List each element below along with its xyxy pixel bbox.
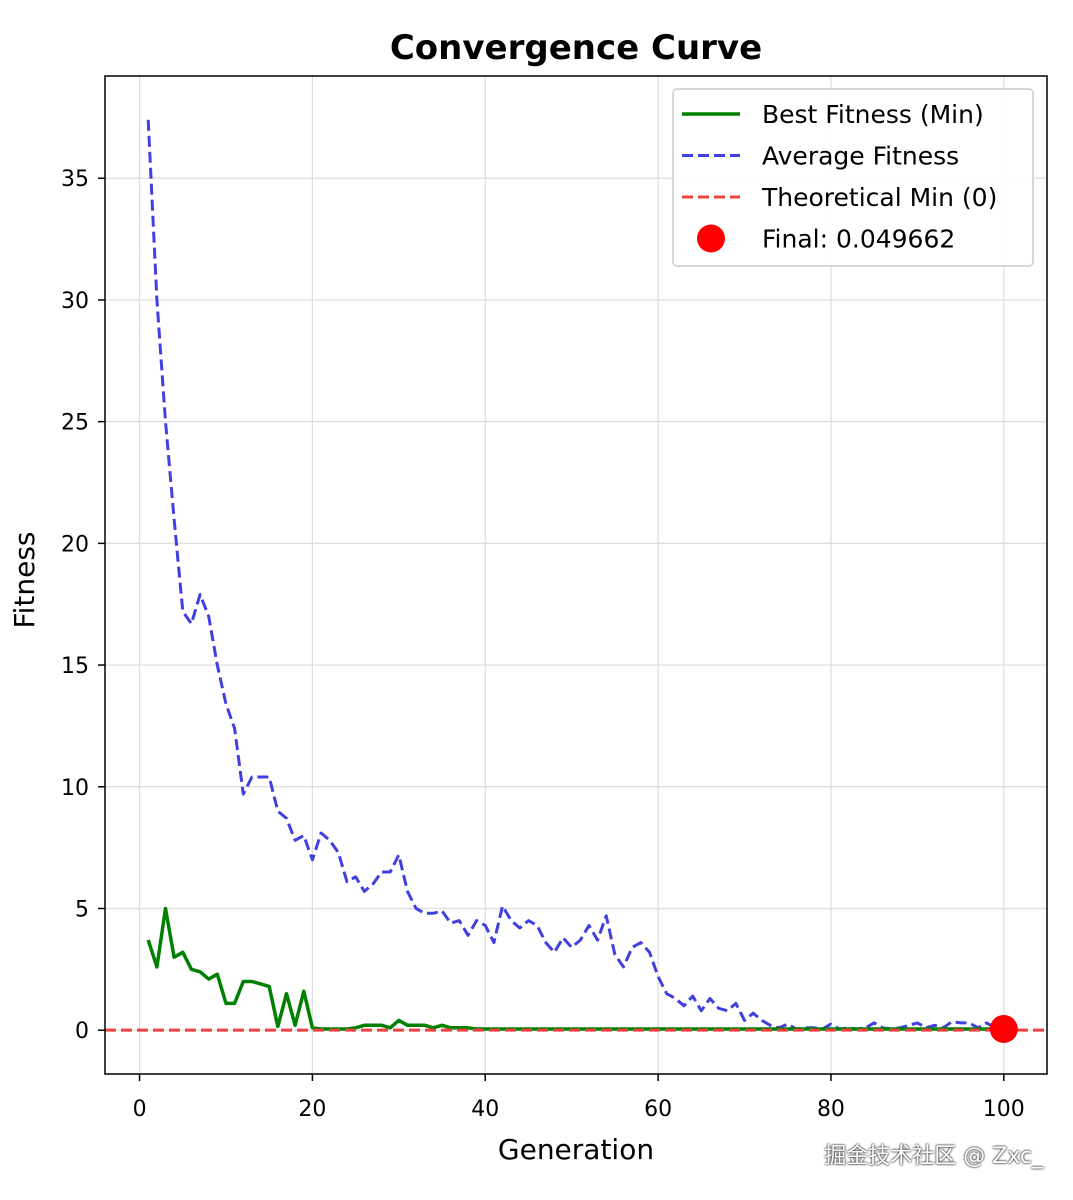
y-tick-label: 30 (61, 289, 89, 314)
y-axis-title: Fitness (8, 532, 41, 629)
plot-frame (104, 75, 1048, 1075)
y-tick-label: 35 (61, 167, 89, 192)
watermark: 掘金技术社区 @ Zxc_ (824, 1144, 1043, 1169)
x-tick-label: 0 (133, 1097, 147, 1122)
chart-title: Convergence Curve (390, 28, 762, 68)
y-tick-label: 20 (61, 532, 89, 557)
x-tick-label: 40 (471, 1097, 499, 1122)
x-tick-label: 80 (817, 1097, 845, 1122)
legend-best-label: Best Fitness (Min) (762, 100, 984, 129)
legend-theoretical-label: Theoretical Min (0) (761, 183, 997, 212)
y-tick-label: 0 (75, 1019, 89, 1044)
legend: Best Fitness (Min) Average Fitness Theoret… (672, 88, 1034, 267)
series-layer (105, 119, 1047, 1043)
y-tick-label: 25 (61, 411, 89, 436)
x-tick-label: 100 (983, 1097, 1025, 1122)
y-tick-label: 15 (61, 654, 89, 679)
x-tick-label: 60 (644, 1097, 672, 1122)
x-tick-label: 20 (298, 1097, 326, 1122)
y-tick-label: 5 (75, 897, 89, 922)
legend-final-swatch (697, 224, 725, 253)
best-fitness-line (146, 906, 1004, 1031)
legend-average-label: Average Fitness (762, 142, 959, 171)
axis-ticks: 0 20 40 60 80 100 0 5 10 15 20 25 30 35 (61, 167, 1025, 1122)
x-axis-title: Generation (498, 1133, 654, 1166)
legend-final-label: Final: 0.049662 (762, 225, 955, 254)
y-tick-label: 10 (61, 776, 89, 801)
final-point-marker (989, 1014, 1018, 1043)
legend-box (672, 88, 1034, 267)
